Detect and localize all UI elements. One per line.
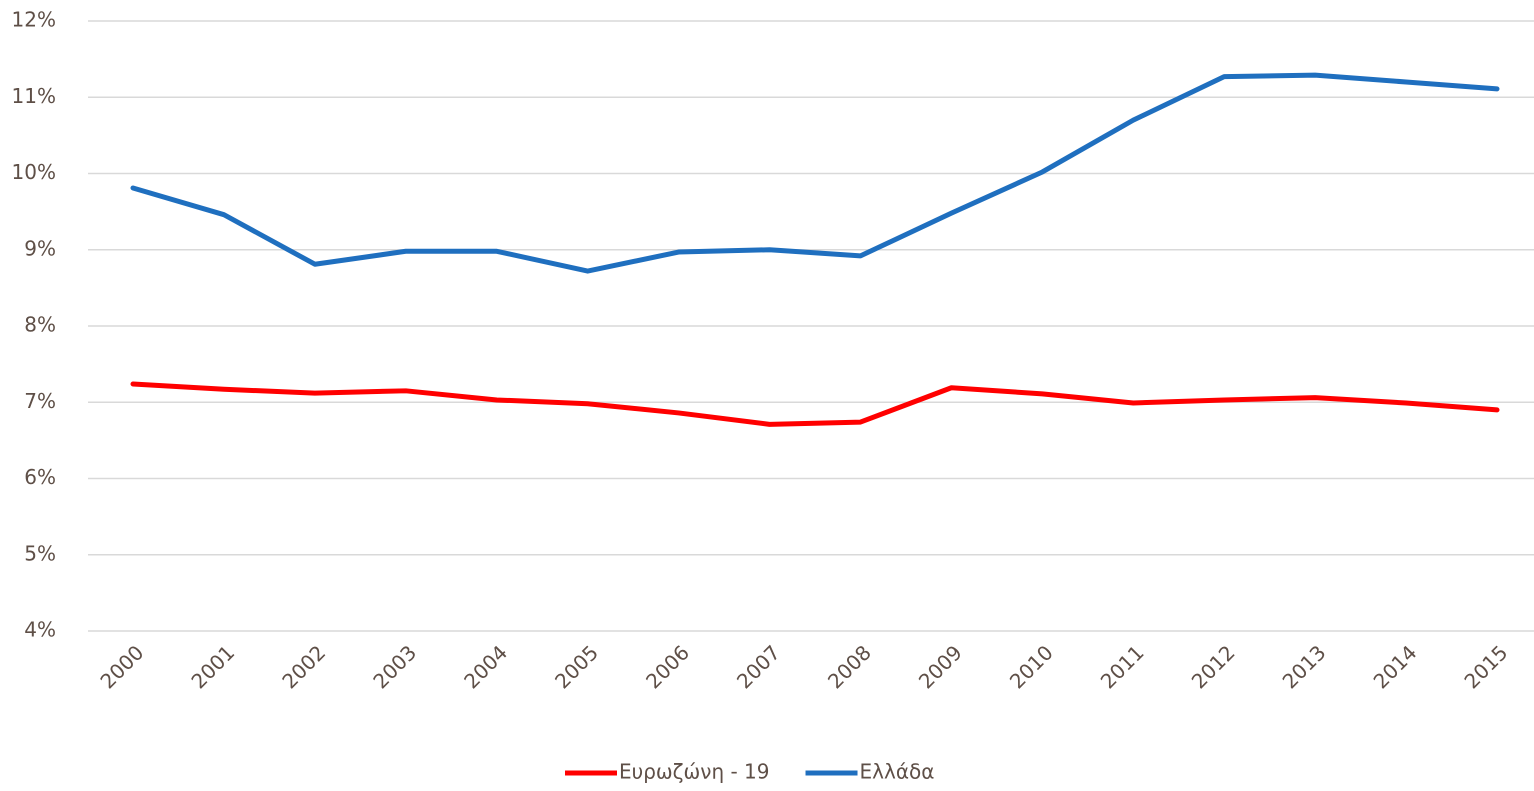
y-tick-label: 8%	[24, 313, 56, 337]
x-tick-label: 2005	[550, 640, 603, 693]
x-tick-label: 2015	[1459, 640, 1512, 693]
x-tick-label: 2013	[1278, 640, 1331, 693]
y-tick-label: 7%	[24, 389, 56, 413]
x-tick-label: 2014	[1369, 640, 1422, 693]
y-tick-label: 10%	[12, 160, 56, 184]
y-tick-label: 12%	[12, 8, 56, 32]
x-tick-label: 2001	[186, 640, 239, 693]
y-tick-label: 9%	[24, 236, 56, 260]
x-tick-label: 2007	[732, 640, 785, 693]
x-tick-label: 2008	[823, 640, 876, 693]
x-tick-label: 2010	[1005, 640, 1058, 693]
y-tick-label: 5%	[24, 541, 56, 565]
legend-label: Ελλάδα	[860, 760, 935, 784]
x-tick-label: 2002	[277, 640, 330, 693]
y-tick-label: 6%	[24, 465, 56, 489]
x-tick-label: 2009	[914, 640, 967, 693]
x-tick-label: 2004	[459, 640, 512, 693]
data-line	[130, 72, 1500, 274]
y-tick-label: 4%	[24, 618, 56, 642]
x-tick-label: 2003	[368, 640, 421, 693]
x-tick-label: 2000	[95, 640, 148, 693]
legend-label: Ευρωζώνη - 19	[619, 760, 770, 784]
y-tick-label: 11%	[12, 84, 56, 108]
x-tick-label: 2012	[1187, 640, 1240, 693]
x-tick-label: 2011	[1096, 640, 1149, 693]
data-line	[130, 381, 1500, 427]
x-tick-label: 2006	[641, 640, 694, 693]
